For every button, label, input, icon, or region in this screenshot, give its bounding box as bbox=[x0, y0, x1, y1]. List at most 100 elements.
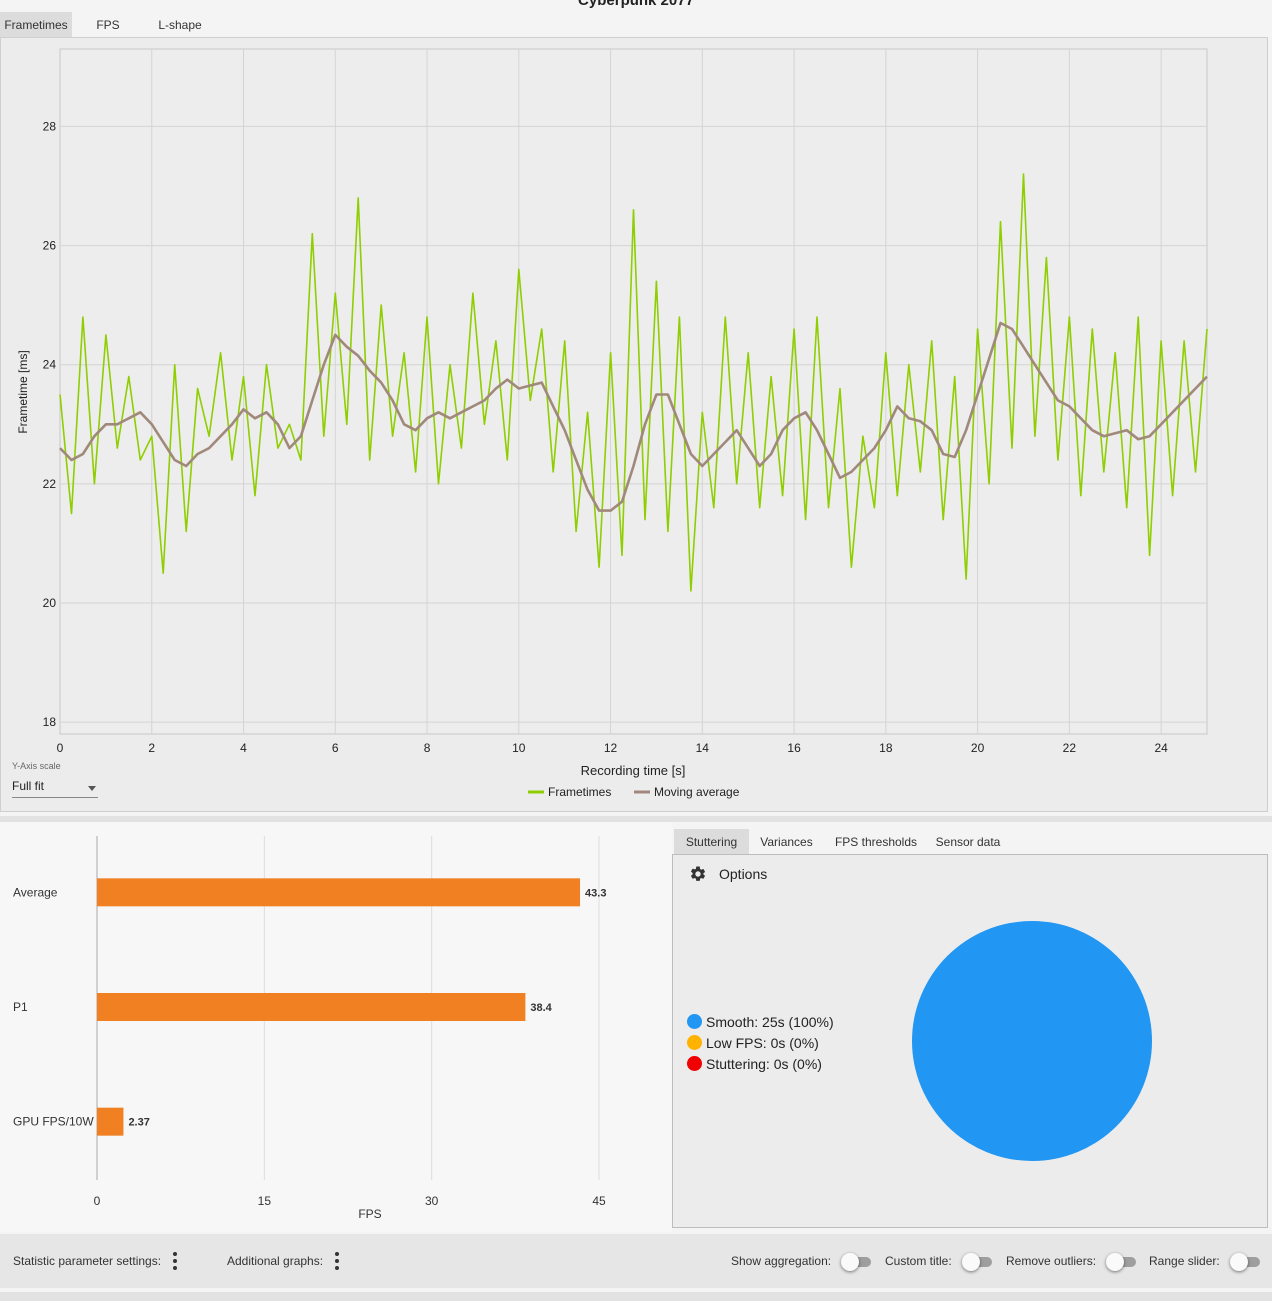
y-axis-scale-control: Y-Axis scale Full fit bbox=[12, 761, 98, 798]
x-tick-label: 18 bbox=[879, 741, 893, 755]
x-tick-label: 2 bbox=[148, 741, 155, 755]
bar-x-tick-label: 45 bbox=[592, 1194, 606, 1208]
tab-l-shape[interactable]: L-shape bbox=[158, 18, 202, 32]
additional-graphs-label: Additional graphs: bbox=[227, 1254, 324, 1268]
y-tick-label: 24 bbox=[43, 358, 57, 372]
y-tick-label: 22 bbox=[43, 477, 57, 491]
legend-frametimes-label: Frametimes bbox=[548, 785, 611, 799]
tab-variances[interactable]: Variances bbox=[760, 835, 813, 849]
legend-stuttering-value: 0s (0%) bbox=[773, 1055, 822, 1072]
show-aggregation-control: Show aggregation: bbox=[731, 1234, 873, 1288]
options-button[interactable]: Options bbox=[689, 865, 767, 883]
chart-tabs: Frametimes FPS L-shape bbox=[0, 12, 216, 37]
chart-legend: Frametimes Moving average bbox=[528, 785, 740, 799]
bottom-toolbar: Statistic parameter settings: Additional… bbox=[0, 1234, 1272, 1288]
footer-strip bbox=[0, 1292, 1272, 1301]
options-label: Options bbox=[719, 866, 768, 882]
remove-outliers-toggle[interactable] bbox=[1106, 1253, 1138, 1271]
tab-frametimes[interactable]: Frametimes bbox=[0, 12, 72, 37]
bar-x-tick-label: 30 bbox=[425, 1194, 439, 1208]
x-tick-label: 8 bbox=[424, 741, 431, 755]
fps-bar bbox=[97, 993, 526, 1021]
additional-graphs: Additional graphs: bbox=[227, 1234, 340, 1288]
x-tick-label: 6 bbox=[332, 741, 339, 755]
legend-item-low-fps: Low FPS: 0s (0%) bbox=[687, 1032, 834, 1053]
x-tick-label: 12 bbox=[604, 741, 618, 755]
y-tick-label: 18 bbox=[43, 715, 57, 729]
x-axis-label: Recording time [s] bbox=[581, 763, 686, 778]
bar-category-label: Average bbox=[13, 885, 58, 899]
x-tick-label: 20 bbox=[971, 741, 985, 755]
y-axis-label: Frametime [ms] bbox=[16, 350, 30, 433]
fps-bar bbox=[97, 1107, 124, 1136]
low-fps-dot-icon bbox=[687, 1035, 702, 1050]
x-tick-label: 16 bbox=[787, 741, 801, 755]
remove-outliers-label: Remove outliers: bbox=[1006, 1254, 1097, 1268]
stuttering-pie-chart bbox=[912, 921, 1152, 1161]
x-tick-label: 14 bbox=[696, 741, 710, 755]
gear-icon bbox=[690, 866, 706, 881]
frametimes-series-line bbox=[59, 173, 1208, 592]
panel-separator bbox=[0, 816, 1272, 822]
custom-title-toggle[interactable] bbox=[961, 1253, 994, 1271]
legend-moving-average-label: Moving average bbox=[654, 785, 740, 799]
fps-bar-chart-panel: 0 15 30 45 Average 43.3 P1 38.4 GPU FPS/10W 2.37 … bbox=[0, 822, 672, 1232]
range-slider-toggle[interactable] bbox=[1229, 1253, 1262, 1271]
custom-title-control: Custom title: bbox=[885, 1234, 994, 1288]
tab-fps-thresholds[interactable]: FPS thresholds bbox=[834, 835, 918, 849]
chevron-down-icon bbox=[88, 786, 96, 791]
frametime-chart-panel: 0 2 4 6 8 10 12 14 16 18 20 22 24 18 20 22 24 26 28 Record… bbox=[0, 37, 1268, 812]
stuttering-dot-icon bbox=[687, 1056, 702, 1071]
legend-smooth-value: 25s (100%) bbox=[762, 1013, 834, 1030]
y-axis-scale-value: Full fit bbox=[12, 779, 45, 793]
stuttering-panel: Options Smooth: 25s (100%) Low FPS: 0s (… bbox=[672, 854, 1268, 1228]
y-tick-label: 26 bbox=[43, 239, 57, 253]
bar-x-tick-label: 0 bbox=[94, 1194, 101, 1208]
analysis-tabs: Stuttering Variances FPS thresholds Sens… bbox=[674, 829, 1008, 854]
bar-x-axis-label: FPS bbox=[358, 1207, 381, 1221]
x-tick-label: 10 bbox=[512, 741, 526, 755]
bar-value-label: 43.3 bbox=[585, 887, 606, 899]
bar-category-label: GPU FPS/10W bbox=[13, 1115, 94, 1129]
legend-item-stuttering: Stuttering: 0s (0%) bbox=[687, 1053, 834, 1074]
tab-fps[interactable]: FPS bbox=[96, 18, 120, 32]
range-slider-control: Range slider: bbox=[1149, 1234, 1262, 1288]
x-tick-label: 4 bbox=[240, 741, 247, 755]
x-tick-label: 24 bbox=[1154, 741, 1168, 755]
additional-graphs-more-icon[interactable] bbox=[335, 1251, 340, 1272]
legend-low-fps-value: 0s (0%) bbox=[770, 1034, 819, 1051]
legend-smooth-label: Smooth: bbox=[706, 1013, 759, 1030]
y-tick-label: 20 bbox=[43, 596, 57, 610]
window-title: Cyberpunk 2077 bbox=[578, 0, 694, 9]
remove-outliers-control: Remove outliers: bbox=[1006, 1234, 1138, 1288]
bar-value-label: 38.4 bbox=[530, 1002, 552, 1014]
show-aggregation-label: Show aggregation: bbox=[731, 1254, 832, 1268]
legend-low-fps-label: Low FPS: bbox=[706, 1034, 767, 1051]
x-tick-label: 0 bbox=[57, 741, 64, 755]
bar-category-label: P1 bbox=[13, 1000, 28, 1014]
tab-stuttering[interactable]: Stuttering bbox=[674, 829, 749, 854]
stuttering-legend: Smooth: 25s (100%) Low FPS: 0s (0%) Stut… bbox=[687, 1011, 834, 1074]
show-aggregation-toggle[interactable] bbox=[841, 1253, 873, 1271]
bar-x-tick-label: 15 bbox=[258, 1194, 272, 1208]
stat-settings-more-icon[interactable] bbox=[173, 1251, 178, 1272]
fps-bar bbox=[97, 878, 581, 907]
y-tick-label: 28 bbox=[43, 119, 57, 133]
statistic-parameter-settings-label: Statistic parameter settings: bbox=[13, 1254, 162, 1268]
plot-area bbox=[59, 48, 1208, 735]
x-tick-label: 22 bbox=[1063, 741, 1077, 755]
y-axis-scale-select[interactable]: Full fit bbox=[12, 776, 98, 798]
legend-stuttering-label: Stuttering: bbox=[706, 1055, 770, 1072]
statistic-parameter-settings: Statistic parameter settings: bbox=[13, 1234, 178, 1288]
range-slider-label: Range slider: bbox=[1149, 1254, 1220, 1268]
legend-item-smooth: Smooth: 25s (100%) bbox=[687, 1011, 834, 1032]
custom-title-label: Custom title: bbox=[885, 1254, 952, 1268]
y-axis-scale-caption: Y-Axis scale bbox=[12, 761, 61, 771]
smooth-dot-icon bbox=[687, 1014, 702, 1029]
tab-sensor-data[interactable]: Sensor data bbox=[935, 835, 1001, 849]
moving-average-series-line bbox=[59, 321, 1208, 512]
bar-value-label: 2.37 bbox=[128, 1117, 149, 1129]
